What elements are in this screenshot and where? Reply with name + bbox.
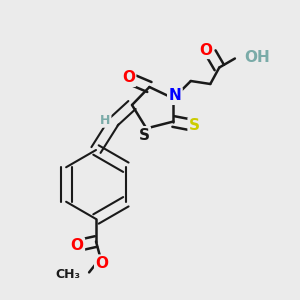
Text: O: O (70, 238, 84, 253)
Text: S: S (139, 128, 149, 142)
Text: N: N (169, 88, 181, 104)
Text: S: S (189, 118, 200, 134)
Text: O: O (95, 256, 109, 271)
Text: O: O (199, 43, 212, 58)
Text: CH₃: CH₃ (56, 268, 81, 281)
Text: O: O (122, 70, 135, 86)
Text: H: H (99, 112, 110, 125)
Text: OH: OH (244, 50, 270, 65)
Text: H: H (100, 113, 110, 127)
